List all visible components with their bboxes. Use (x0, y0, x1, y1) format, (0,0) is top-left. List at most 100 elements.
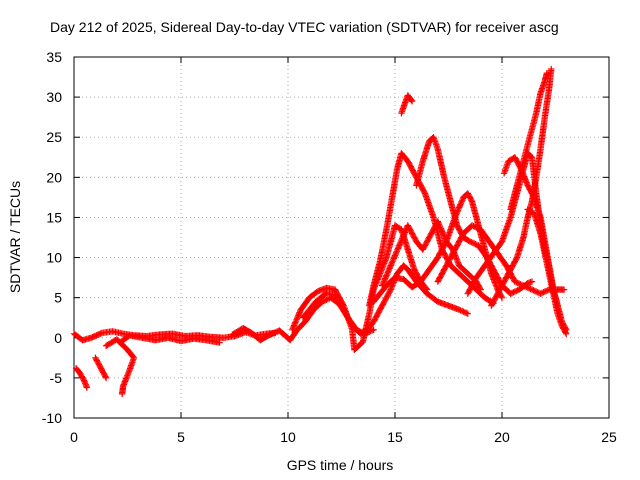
marker-segment (498, 215, 514, 245)
data-point-marker (477, 286, 484, 293)
y-tick-label: -5 (50, 370, 63, 386)
marker-segment (306, 289, 320, 301)
data-point-marker (548, 65, 555, 73)
marker-segment (387, 243, 402, 269)
y-tick-label: 30 (46, 89, 62, 105)
data-point-marker (118, 390, 126, 398)
y-tick-label: 35 (46, 49, 62, 65)
marker-segment (398, 99, 409, 117)
data-point-marker (498, 294, 506, 301)
data-point-marker (370, 326, 377, 333)
marker-segment (541, 87, 552, 121)
marker-segment (520, 215, 531, 241)
marker-segment (421, 190, 437, 220)
data-point-marker (464, 310, 471, 317)
data-markers (70, 65, 570, 398)
marker-segment (496, 271, 511, 293)
marker-segment (408, 279, 423, 291)
marker-segment (289, 307, 304, 333)
marker-segment (297, 295, 312, 313)
marker-segment (379, 263, 394, 289)
marker-segment (468, 198, 482, 228)
marker-segment (301, 307, 316, 325)
marker-segment (419, 139, 432, 165)
marker-segment (456, 306, 470, 317)
marker-segment (351, 339, 365, 353)
data-point-marker (216, 339, 223, 346)
x-tick-label: 10 (280, 429, 296, 445)
marker-segment (477, 226, 492, 244)
grid (74, 57, 609, 418)
marker-segment (513, 235, 527, 261)
marker-segment (434, 146, 448, 180)
series-track-19 (524, 206, 570, 337)
marker-segment (404, 246, 417, 272)
y-tick-label: 15 (46, 209, 62, 225)
marker-segment (117, 333, 132, 345)
data-point-marker (408, 97, 416, 105)
marker-segment (72, 365, 83, 376)
data-point-marker (83, 384, 91, 391)
marker-segment (293, 319, 308, 334)
marker-segment (366, 284, 377, 309)
marker-segment (383, 191, 396, 233)
marker-segment (391, 222, 404, 232)
marker-segment (96, 362, 107, 376)
y-tick-label: 25 (46, 129, 62, 145)
marker-segment (526, 111, 539, 141)
marker-segment (387, 223, 398, 245)
marker-segment (456, 262, 470, 276)
data-point-marker (102, 374, 110, 382)
marker-segment (434, 263, 449, 285)
marker-segment (376, 227, 390, 265)
marker-segment (299, 299, 318, 321)
marker-segment (100, 370, 109, 380)
marker-segment (524, 206, 536, 216)
marker-segment (310, 299, 325, 313)
marker-segment (404, 92, 415, 104)
marker-segment (533, 91, 544, 117)
marker-segment (481, 251, 496, 269)
marker-segment (370, 259, 383, 289)
marker-segment (376, 283, 389, 297)
x-axis-label: GPS time / hours (287, 457, 394, 473)
series-track-12 (398, 92, 416, 117)
data-point-marker (528, 278, 536, 285)
marker-segment (490, 239, 505, 257)
series-track-3 (92, 354, 110, 382)
marker-segment (443, 247, 458, 269)
plot-frame (73, 56, 610, 419)
x-tick-label: 15 (387, 429, 403, 445)
marker-segment (468, 222, 483, 232)
marker-segment (494, 250, 509, 268)
y-tick-label: 20 (46, 169, 62, 185)
marker-segment (537, 115, 548, 153)
marker-segment (413, 159, 426, 189)
marker-segment (400, 262, 410, 272)
marker-segment (473, 286, 487, 300)
marker-segment (473, 263, 488, 281)
marker-segment (357, 327, 370, 337)
marker-segment (423, 290, 440, 304)
marker-segment (488, 287, 503, 309)
marker-segment (488, 270, 501, 292)
marker-segment (505, 255, 520, 277)
marker-segment (404, 222, 419, 244)
marker-segment (447, 198, 460, 228)
series-track-4 (102, 336, 138, 398)
y-tick-label: -10 (42, 410, 62, 426)
marker-segment (398, 150, 411, 164)
marker-segment (441, 174, 454, 204)
marker-segment (537, 230, 548, 256)
y-tick-label: 0 (54, 330, 62, 346)
series-track-2 (72, 365, 91, 391)
y-tick-label: 5 (54, 290, 62, 306)
marker-segment (434, 239, 449, 261)
marker-segment (530, 194, 544, 220)
marker-segment (404, 266, 419, 284)
marker-segment (286, 328, 299, 344)
marker-segment (464, 190, 475, 204)
x-tick-label: 5 (177, 429, 185, 445)
marker-segment (451, 231, 466, 253)
